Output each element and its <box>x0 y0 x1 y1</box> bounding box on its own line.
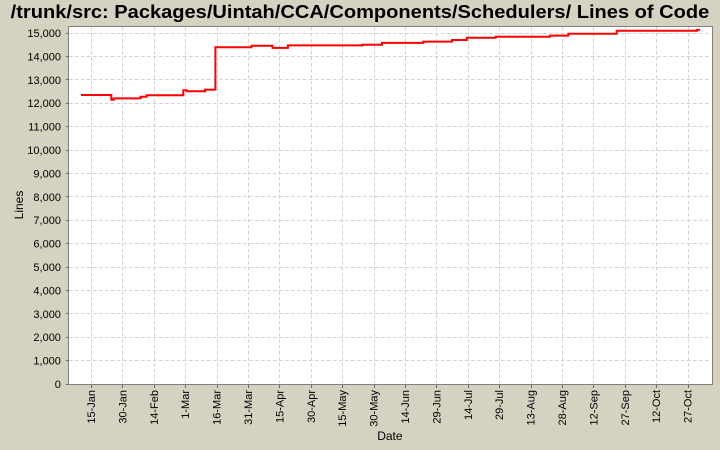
svg-text:12-Sep: 12-Sep <box>588 390 600 425</box>
svg-text:30-Jan: 30-Jan <box>117 390 129 424</box>
svg-text:3,000: 3,000 <box>33 309 61 321</box>
svg-text:10,000: 10,000 <box>27 145 61 157</box>
svg-text:14-Jul: 14-Jul <box>463 390 475 420</box>
svg-text:31-Mar: 31-Mar <box>243 390 255 425</box>
svg-text:0: 0 <box>55 379 61 391</box>
svg-text:14-Feb: 14-Feb <box>149 390 161 425</box>
svg-text:4,000: 4,000 <box>33 285 61 297</box>
svg-text:14,000: 14,000 <box>27 51 61 63</box>
svg-text:12-Oct: 12-Oct <box>651 390 663 423</box>
svg-text:28-Aug: 28-Aug <box>557 390 569 425</box>
svg-text:29-Jul: 29-Jul <box>494 390 506 420</box>
svg-text:15,000: 15,000 <box>27 28 61 40</box>
svg-text:27-Sep: 27-Sep <box>620 390 632 425</box>
svg-text:13,000: 13,000 <box>27 75 61 87</box>
svg-text:11,000: 11,000 <box>28 122 61 134</box>
svg-text:7,000: 7,000 <box>33 215 61 227</box>
svg-text:8,000: 8,000 <box>33 192 61 204</box>
svg-text:16-Mar: 16-Mar <box>212 390 224 425</box>
svg-text:Date: Date <box>377 429 403 443</box>
svg-text:15-May: 15-May <box>337 390 349 427</box>
svg-text:30-Apr: 30-Apr <box>306 390 318 423</box>
svg-text:15-Jan: 15-Jan <box>86 390 98 424</box>
svg-text:2,000: 2,000 <box>33 332 61 344</box>
svg-text:30-May: 30-May <box>369 390 381 427</box>
svg-text:27-Oct: 27-Oct <box>683 390 695 423</box>
svg-text:5,000: 5,000 <box>33 262 61 274</box>
svg-text:12,000: 12,000 <box>27 98 61 110</box>
svg-text:14-Jun: 14-Jun <box>400 390 412 424</box>
svg-text:15-Apr: 15-Apr <box>274 390 286 423</box>
svg-text:1,000: 1,000 <box>33 356 61 368</box>
svg-text:29-Jun: 29-Jun <box>431 390 443 424</box>
svg-text:9,000: 9,000 <box>33 168 61 180</box>
svg-text:1-Mar: 1-Mar <box>180 390 192 419</box>
svg-text:6,000: 6,000 <box>33 239 61 251</box>
svg-text:13-Aug: 13-Aug <box>526 390 538 425</box>
svg-text:Lines: Lines <box>12 191 26 220</box>
